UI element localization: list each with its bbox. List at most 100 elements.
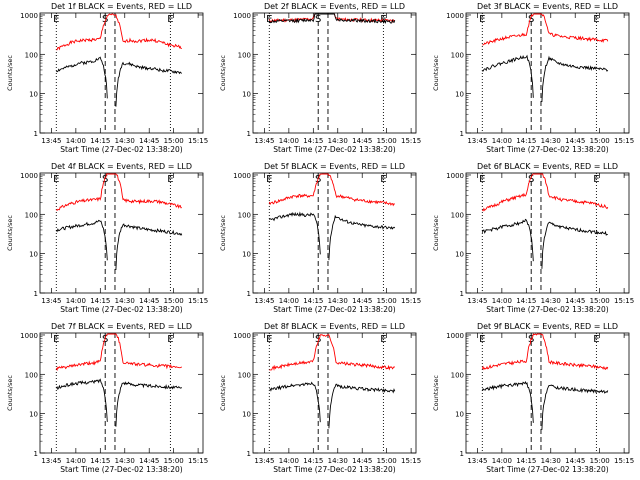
x-tick-label: 14:15 xyxy=(516,137,536,145)
x-tick-label: 15:15 xyxy=(614,297,634,305)
series-line xyxy=(269,211,396,261)
y-tick-label: 10 xyxy=(242,91,251,99)
plot-frame xyxy=(252,12,417,134)
x-tick-label: 14:30 xyxy=(541,137,561,145)
y-axis-label: Counts/sec xyxy=(432,55,440,91)
y-tick-label: 1 xyxy=(247,290,251,298)
x-tick-label: 14:45 xyxy=(565,137,585,145)
chart-panel: Det 3f BLACK = Events, RED = LLD 1 10 100 10… xyxy=(432,2,634,154)
marker-label: E xyxy=(479,174,485,185)
y-tick-label: 1000 xyxy=(20,332,38,340)
series-line xyxy=(481,333,609,371)
x-tick-label: 15:00 xyxy=(590,297,610,305)
chart-title: Det 3f BLACK = Events, RED = LLD xyxy=(477,2,618,11)
x-tick-label: 15:15 xyxy=(401,457,421,465)
marker-label: E xyxy=(593,334,599,345)
plot-frame xyxy=(465,172,630,294)
x-axis-label: Start Time (27-Dec-02 13:38:20) xyxy=(273,145,395,154)
x-tick-label: 14:45 xyxy=(139,137,159,145)
y-tick-label: 1 xyxy=(460,450,464,458)
marker-label: E xyxy=(380,174,386,185)
x-tick-label: 15:00 xyxy=(590,457,610,465)
series-line xyxy=(481,218,608,269)
series-line xyxy=(268,13,396,25)
x-tick-label: 14:00 xyxy=(492,457,512,465)
x-tick-label: 14:45 xyxy=(352,297,372,305)
y-tick-label: 1000 xyxy=(446,12,464,20)
y-tick-label: 1 xyxy=(460,290,464,298)
y-tick-label: 100 xyxy=(451,371,464,379)
x-tick-label: 15:00 xyxy=(377,137,397,145)
series-line xyxy=(55,219,183,271)
y-tick-label: 100 xyxy=(238,211,251,219)
marker-label: S xyxy=(102,174,108,185)
x-tick-label: 14:00 xyxy=(492,137,512,145)
x-tick-label: 14:30 xyxy=(328,137,348,145)
marker-label: E xyxy=(593,174,599,185)
x-tick-label: 15:15 xyxy=(614,457,634,465)
x-tick-label: 14:45 xyxy=(565,457,585,465)
x-tick-label: 15:00 xyxy=(164,297,184,305)
x-tick-label: 15:15 xyxy=(401,297,421,305)
x-tick-label: 14:30 xyxy=(115,137,135,145)
chart-panel: Det 5f BLACK = Events, RED = LLD 1 10 100 10… xyxy=(219,162,421,314)
y-tick-label: 100 xyxy=(451,51,464,59)
y-tick-label: 1000 xyxy=(446,172,464,180)
x-tick-label: 14:00 xyxy=(492,297,512,305)
x-tick-label: 15:00 xyxy=(377,457,397,465)
series-line xyxy=(481,380,609,430)
x-axis-label: Start Time (27-Dec-02 13:38:20) xyxy=(486,305,608,314)
x-tick-label: 13:45 xyxy=(254,297,274,305)
chart-title: Det 9f BLACK = Events, RED = LLD xyxy=(477,322,618,331)
plot-frame xyxy=(252,332,417,454)
x-tick-label: 14:15 xyxy=(516,297,536,305)
chart-title: Det 2f BLACK = Events, RED = LLD xyxy=(264,2,405,11)
marker-label: E xyxy=(380,14,386,25)
x-tick-label: 15:15 xyxy=(188,457,208,465)
x-tick-label: 13:45 xyxy=(467,297,487,305)
y-tick-label: 1000 xyxy=(233,332,251,340)
y-tick-label: 1000 xyxy=(20,172,38,180)
x-tick-label: 14:30 xyxy=(115,297,135,305)
x-tick-label: 15:15 xyxy=(401,137,421,145)
y-tick-label: 1000 xyxy=(446,332,464,340)
y-tick-label: 1 xyxy=(247,450,251,458)
y-tick-label: 10 xyxy=(455,251,464,259)
series-line xyxy=(268,173,396,207)
x-tick-label: 14:15 xyxy=(90,137,110,145)
x-tick-label: 13:45 xyxy=(254,137,274,145)
x-tick-label: 14:45 xyxy=(352,457,372,465)
y-axis-label: Counts/sec xyxy=(219,215,227,251)
chart-title: Det 5f BLACK = Events, RED = LLD xyxy=(264,162,405,171)
series-line xyxy=(55,378,183,427)
x-tick-label: 14:45 xyxy=(565,297,585,305)
y-tick-label: 100 xyxy=(238,51,251,59)
marker-label: S xyxy=(315,14,321,25)
x-tick-label: 14:30 xyxy=(541,457,561,465)
y-axis-label: Counts/sec xyxy=(6,55,14,91)
y-axis-label: Counts/sec xyxy=(6,375,14,411)
chart-panel: Det 7f BLACK = Events, RED = LLD 1 10 100 10… xyxy=(6,322,208,474)
x-axis-label: Start Time (27-Dec-02 13:38:20) xyxy=(486,145,608,154)
y-tick-label: 1 xyxy=(34,290,38,298)
x-tick-label: 13:45 xyxy=(41,457,61,465)
plot-frame xyxy=(465,12,630,134)
marker-label: E xyxy=(593,14,599,25)
plot-frame xyxy=(465,332,630,454)
x-tick-label: 14:45 xyxy=(139,297,159,305)
chart-title: Det 1f BLACK = Events, RED = LLD xyxy=(51,2,192,11)
x-tick-label: 14:30 xyxy=(115,457,135,465)
x-axis-label: Start Time (27-Dec-02 13:38:20) xyxy=(486,465,608,474)
x-axis-label: Start Time (27-Dec-02 13:38:20) xyxy=(60,465,182,474)
plot-frame xyxy=(39,12,204,134)
x-tick-label: 14:15 xyxy=(303,297,323,305)
chart-title: Det 8f BLACK = Events, RED = LLD xyxy=(264,322,405,331)
x-axis-label: Start Time (27-Dec-02 13:38:20) xyxy=(273,465,395,474)
series-line xyxy=(269,334,396,371)
y-axis-label: Counts/sec xyxy=(6,215,14,251)
y-tick-label: 1 xyxy=(460,130,464,138)
x-tick-label: 14:00 xyxy=(279,457,299,465)
chart-title: Det 4f BLACK = Events, RED = LLD xyxy=(51,162,192,171)
marker-label: S xyxy=(528,174,534,185)
